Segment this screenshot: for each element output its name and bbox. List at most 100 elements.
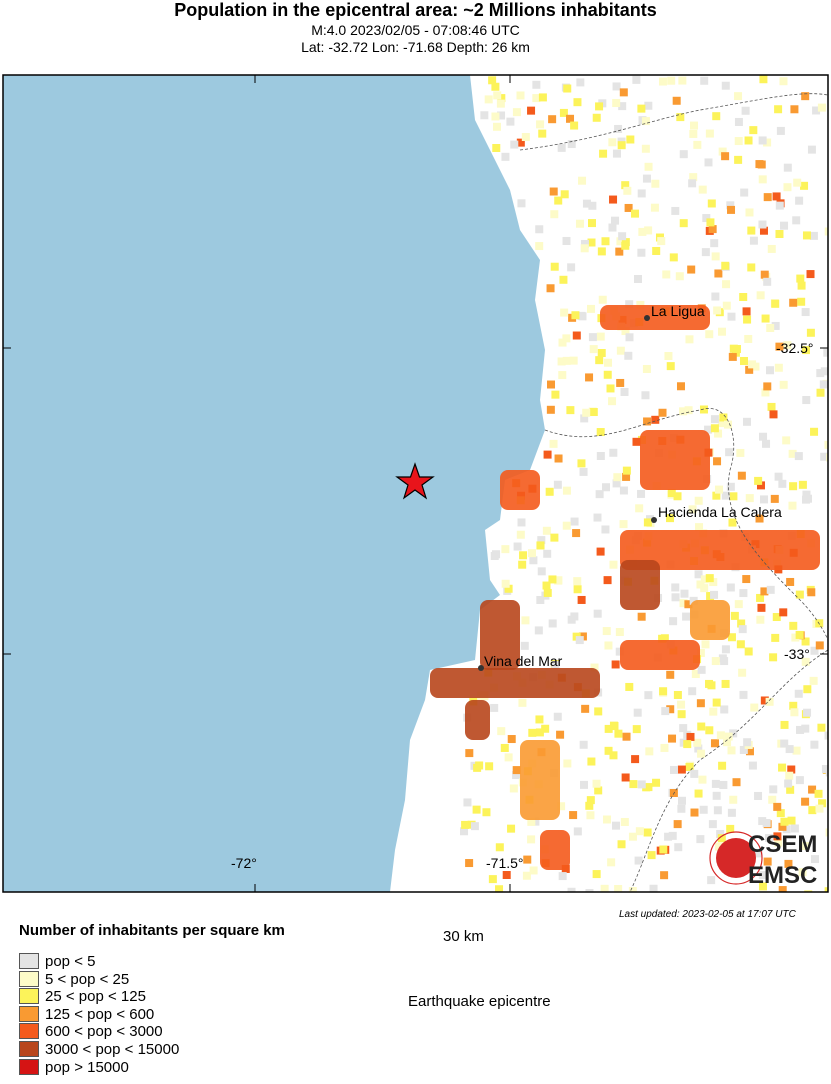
population-cell [679, 150, 688, 159]
population-cell [809, 231, 818, 240]
population-cell [562, 521, 571, 530]
population-cell [613, 473, 622, 482]
population-cell [562, 486, 571, 495]
population-cell [675, 272, 684, 281]
population-cell [595, 102, 604, 111]
population-cell [587, 219, 596, 228]
population-cell [566, 406, 575, 415]
population-cell [783, 341, 792, 350]
population-cell [679, 219, 688, 228]
city-label-vina-del-mar: Vina del Mar [484, 653, 563, 669]
population-cell [728, 352, 737, 361]
population-cell [573, 577, 582, 586]
population-cell [709, 707, 718, 716]
population-cell [763, 193, 772, 202]
population-cell [624, 203, 633, 212]
population-cell [601, 237, 610, 246]
population-cell [766, 324, 775, 333]
population-cell [769, 410, 778, 419]
population-cell [518, 560, 527, 569]
population-cell [550, 262, 559, 271]
population-cell [559, 108, 568, 117]
population-cell [778, 822, 787, 831]
population-cell [587, 238, 596, 247]
population-cell [662, 270, 671, 279]
population-cell [641, 144, 650, 153]
population-cell [632, 437, 641, 446]
population-cell [582, 199, 591, 208]
population-cell [543, 588, 552, 597]
population-cell [700, 76, 709, 85]
population-cell [782, 436, 791, 445]
population-cell [485, 762, 494, 771]
population-cell [780, 221, 789, 230]
population-cell [626, 135, 635, 144]
population-cell [815, 804, 824, 813]
population-cell [760, 495, 769, 504]
population-cell [657, 237, 666, 246]
population-cell [771, 633, 780, 642]
population-cell [604, 641, 613, 650]
epicenter-star-icon[interactable] [395, 462, 435, 500]
population-cell [727, 633, 736, 642]
population-cell [700, 575, 709, 584]
urban-area [540, 830, 570, 870]
population-cell [706, 218, 715, 227]
population-cell [673, 820, 682, 829]
population-cell [697, 665, 706, 674]
population-cell [521, 133, 530, 142]
population-cell [497, 111, 506, 120]
urban-area [500, 470, 540, 510]
population-cell [702, 214, 711, 223]
population-cell [771, 299, 780, 308]
population-cell [721, 261, 730, 270]
population-cell [705, 574, 714, 583]
population-cell [658, 634, 667, 643]
population-cell [516, 530, 525, 539]
population-cell [495, 843, 504, 852]
population-cell [554, 196, 563, 205]
population-cell [603, 370, 612, 379]
population-cell [621, 773, 630, 782]
legend-swatch [19, 970, 39, 987]
population-cell [743, 417, 752, 426]
population-cell [664, 832, 673, 841]
population-cell [592, 779, 601, 788]
population-cell [604, 358, 613, 367]
population-cell [641, 117, 650, 126]
population-cell [538, 93, 547, 102]
population-cell [747, 226, 756, 235]
population-cell [810, 740, 819, 749]
population-cell [824, 440, 828, 449]
population-cell [582, 408, 591, 417]
population-cell [765, 834, 774, 843]
population-cell [506, 117, 515, 126]
population-map[interactable]: CSEM EMSC [0, 0, 831, 900]
population-cell [608, 138, 617, 147]
population-cell [497, 727, 506, 736]
population-cell [711, 292, 720, 301]
population-cell [562, 236, 571, 245]
population-cell [543, 549, 552, 558]
population-cell [801, 346, 810, 355]
population-cell [596, 332, 605, 341]
population-cell [795, 590, 804, 599]
population-cell [628, 887, 637, 892]
population-cell [635, 827, 644, 836]
population-cell [649, 884, 658, 892]
population-cell [608, 397, 617, 406]
population-cell [825, 828, 828, 837]
population-cell [693, 140, 702, 149]
population-cell [727, 746, 736, 755]
population-cell [756, 615, 765, 624]
population-cell [774, 838, 783, 847]
population-cell [729, 729, 738, 738]
population-cell [690, 121, 699, 130]
population-cell [811, 855, 820, 864]
population-cell [698, 185, 707, 194]
population-cell [587, 304, 596, 313]
population-cell [728, 518, 737, 527]
population-cell [788, 501, 797, 510]
population-cell [685, 335, 694, 344]
population-cell [635, 504, 644, 513]
